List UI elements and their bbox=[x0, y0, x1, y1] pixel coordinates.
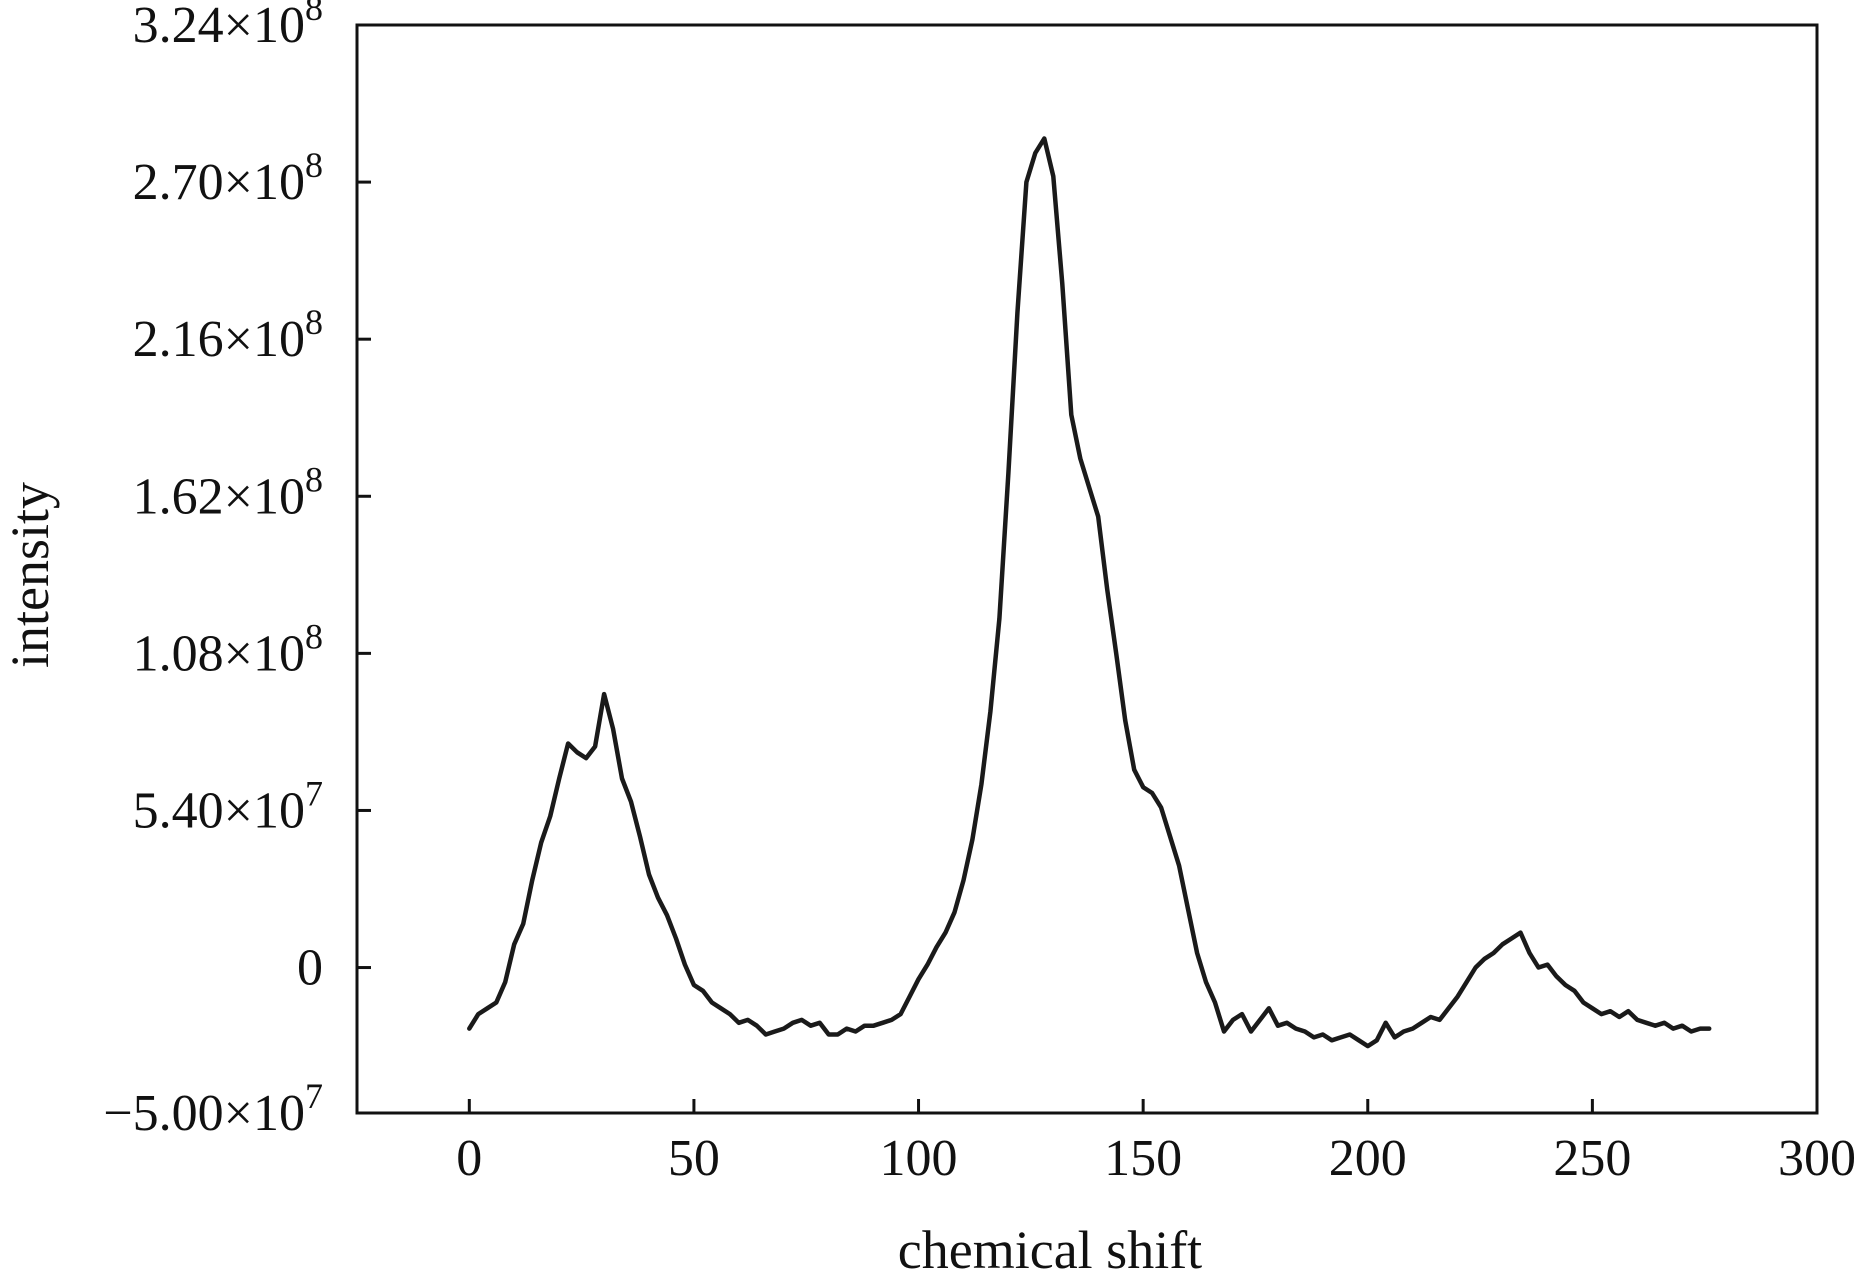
x-tick-label: 50 bbox=[668, 1130, 720, 1187]
y-axis: −5.00×107 0 5.40×107 1.08×108 1.62×108 2.16×1… bbox=[103, 0, 371, 1142]
x-tick-label: 0 bbox=[456, 1130, 482, 1187]
y-tick-label: 3.24×108 bbox=[133, 0, 323, 54]
y-tick-label: 2.16×108 bbox=[133, 302, 323, 368]
y-tick-label: 5.40×107 bbox=[133, 773, 323, 839]
y-tick-label: 0 bbox=[297, 940, 323, 997]
x-tick-label: 100 bbox=[880, 1130, 958, 1187]
x-tick-label: 250 bbox=[1553, 1130, 1631, 1187]
x-tick-label: 300 bbox=[1778, 1130, 1856, 1187]
x-tick-label: 150 bbox=[1104, 1130, 1182, 1187]
y-tick-label: 1.62×108 bbox=[133, 459, 323, 525]
y-tick-label: −5.00×107 bbox=[103, 1076, 323, 1142]
y-tick-label: 1.08×108 bbox=[133, 616, 323, 682]
x-axis: 0 50 100 150 200 250 300 bbox=[456, 1099, 1856, 1187]
y-axis-title: intensity bbox=[0, 482, 60, 668]
x-tick-label: 200 bbox=[1329, 1130, 1407, 1187]
x-axis-title: chemical shift bbox=[898, 1220, 1202, 1274]
plot-frame bbox=[355, 23, 1819, 1115]
y-tick-label: 2.70×108 bbox=[133, 145, 323, 211]
series-line bbox=[467, 136, 1712, 1049]
